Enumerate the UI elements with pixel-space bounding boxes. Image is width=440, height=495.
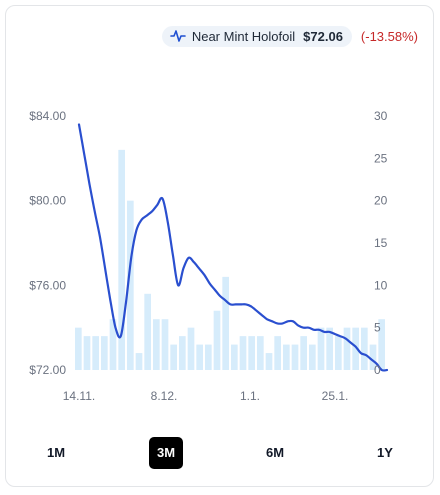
volume-bar [343, 327, 351, 370]
volume-bar [283, 344, 290, 370]
volume-bar [352, 327, 359, 370]
volume-bar [187, 327, 195, 370]
y2-tick-label: 30 [374, 109, 388, 123]
x-tick-label: 25.1. [322, 389, 349, 403]
volume-bar [161, 319, 169, 370]
volume-bar [109, 319, 117, 370]
volume-bar [222, 276, 229, 370]
volume-bar [101, 336, 108, 370]
volume-bar [326, 327, 333, 370]
line-chart-icon [170, 29, 186, 43]
volume-bar [265, 353, 273, 370]
volume-bar [75, 327, 82, 370]
x-tick-label: 1.1. [240, 389, 260, 403]
volume-bar [378, 319, 385, 370]
price-history-card [5, 5, 434, 487]
y2-tick-label: 25 [374, 151, 388, 165]
volume-bar [205, 344, 212, 370]
volume-bar [144, 293, 151, 370]
volume-bar [274, 336, 281, 370]
y2-tick-label: 5 [374, 321, 381, 335]
time-range-selector: 1M 3M 6M 1Y [0, 437, 440, 471]
volume-bar [317, 327, 325, 370]
volume-bar [213, 310, 221, 370]
current-price: $72.06 [303, 28, 343, 44]
volume-bar [291, 344, 299, 370]
volume-bar [83, 336, 91, 370]
volume-bar [153, 319, 160, 370]
volume-bar [179, 336, 186, 370]
volume-bar [369, 344, 377, 370]
price-line [77, 123, 389, 372]
volume-bar [257, 336, 264, 370]
y-tick-label: $76.00 [29, 278, 66, 292]
y2-tick-label: 0 [374, 363, 381, 377]
x-tick-label: 8.12. [151, 389, 178, 403]
y-tick-label: $80.00 [29, 194, 66, 208]
range-button-3m[interactable]: 3M [149, 437, 183, 469]
price-change: (-13.58%) [360, 28, 418, 44]
range-button-1m[interactable]: 1M [46, 445, 66, 460]
range-button-1y[interactable]: 1Y [377, 445, 393, 460]
x-tick-label: 14.11. [63, 389, 95, 403]
volume-bar [335, 336, 342, 370]
range-button-6m[interactable]: 6M [265, 445, 285, 460]
y2-tick-label: 15 [374, 236, 388, 250]
volume-bar [231, 344, 238, 370]
volume-bar [196, 344, 203, 370]
volume-bar [361, 327, 368, 370]
series-legend-pill[interactable]: Near Mint Holofoil $72.06 [161, 25, 352, 47]
series-name: Near Mint Holofoil [191, 28, 296, 44]
y2-tick-label: 20 [374, 194, 388, 208]
volume-bar [92, 336, 99, 370]
volume-bar [309, 344, 316, 370]
volume-bar [118, 149, 125, 370]
y-tick-label: $72.00 [29, 363, 66, 377]
price-chart: $72.00 $76.00 $80.00 $84.00 0 5 10 15 20 25 30 14.1… [29, 109, 389, 403]
y-tick-label: $84.00 [29, 109, 66, 123]
volume-bar [127, 200, 134, 370]
y2-tick-label: 10 [374, 278, 388, 292]
volume-bar [300, 336, 307, 370]
volume-bar [239, 336, 247, 370]
volume-bar [135, 353, 143, 370]
series-legend[interactable]: Near Mint Holofoil $72.06 (-13.58%) [161, 25, 418, 47]
volume-bar [248, 336, 255, 370]
volume-bar [170, 344, 177, 370]
